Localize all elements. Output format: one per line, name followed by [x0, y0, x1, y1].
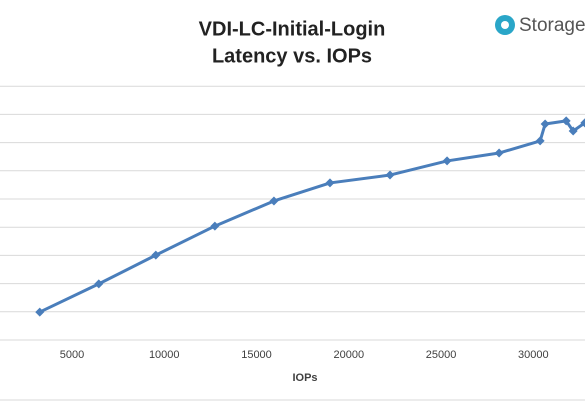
data-point [385, 170, 395, 180]
x-tick-label: 30000 [518, 349, 549, 361]
logo: Storage [495, 15, 585, 36]
data-point [568, 126, 578, 136]
logo-icon-hole [501, 21, 509, 29]
data-point [325, 178, 335, 188]
data-point [494, 148, 504, 158]
data-point [94, 279, 104, 289]
data-point [540, 119, 550, 129]
data-point [580, 118, 585, 128]
x-tick-label: 10000 [149, 349, 180, 361]
data-point [442, 156, 452, 166]
logo-text: Storage [519, 15, 585, 36]
data-point [269, 196, 279, 206]
x-axis-title: IOPs [292, 372, 317, 384]
x-tick-label: 5000 [60, 349, 84, 361]
data-point [210, 221, 220, 231]
x-tick-label: 15000 [241, 349, 272, 361]
data-point [151, 250, 161, 260]
x-tick-label: 25000 [426, 349, 457, 361]
data-point [535, 136, 545, 146]
data-point [561, 116, 571, 126]
chart-subtitle: Latency vs. IOPs [212, 45, 372, 67]
data-point [35, 307, 45, 317]
chart-title: VDI-LC-Initial-Login [199, 18, 386, 40]
x-tick-label: 20000 [333, 349, 364, 361]
